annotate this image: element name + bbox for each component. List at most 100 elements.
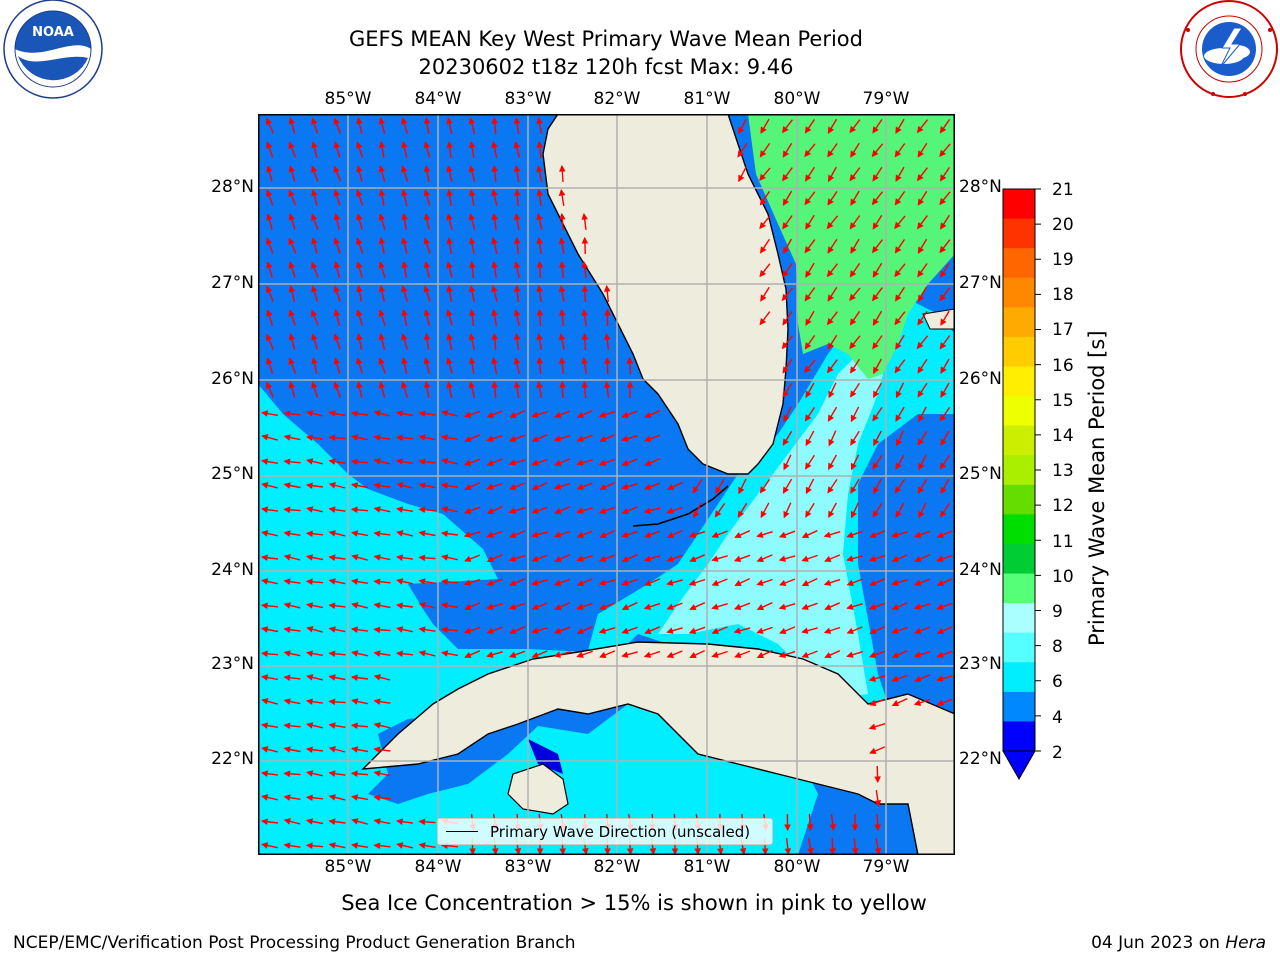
wave-arrow-head xyxy=(649,847,657,855)
wave-arrow-head xyxy=(805,438,812,447)
wave-arrow-head xyxy=(283,458,291,466)
wave-arrow-head xyxy=(850,462,857,471)
wave-arrow-head xyxy=(266,261,273,269)
wave-arrow-head xyxy=(350,770,358,778)
wave-arrow-head xyxy=(328,794,336,801)
wave-arrow-head xyxy=(849,125,857,134)
wave-arrow-head xyxy=(396,818,404,825)
wave-arrow-head xyxy=(283,650,291,657)
wave-arrow-head xyxy=(851,848,859,855)
wave-arrow-head xyxy=(333,117,340,125)
wave-arrow-head xyxy=(913,699,922,706)
wave-arrow-head xyxy=(828,438,835,447)
wave-arrow-head xyxy=(333,309,341,317)
wave-arrow-head xyxy=(827,342,835,350)
wave-arrow-head xyxy=(468,237,476,245)
wave-arrow-head xyxy=(333,141,341,149)
wave-arrow-head xyxy=(401,165,408,173)
wave-arrow-head xyxy=(468,309,476,316)
wave-arrow-head xyxy=(356,117,363,125)
wave-arrow-head xyxy=(261,578,269,585)
wave-arrow-head xyxy=(826,318,834,326)
wave-arrow-head xyxy=(558,308,566,316)
wave-arrow-head xyxy=(559,212,566,220)
wave-arrow-head xyxy=(553,651,562,658)
wave-arrow-head xyxy=(782,486,790,494)
wave-arrow-head xyxy=(603,332,611,340)
wave-arrow-head xyxy=(468,356,476,365)
wave-arrow-head xyxy=(468,117,476,125)
wave-arrow-head xyxy=(914,675,922,683)
wave-arrow-head xyxy=(446,140,453,148)
lon-label-top: 83°W xyxy=(504,89,552,109)
wave-arrow-head xyxy=(260,602,268,610)
wave-arrow-head xyxy=(760,510,767,519)
wave-arrow-head xyxy=(333,165,340,173)
wave-arrow-head xyxy=(468,141,476,149)
lat-label-right: 28°N xyxy=(959,177,1002,197)
wave-arrow-head xyxy=(582,847,589,855)
wave-arrow-head xyxy=(418,842,426,849)
wave-arrow-head xyxy=(666,651,674,658)
wave-arrow-head xyxy=(734,651,742,658)
wave-arrow-head xyxy=(804,365,811,373)
wave-arrow-head xyxy=(283,746,291,753)
wave-arrow-head xyxy=(491,116,499,124)
wave-arrow-head xyxy=(850,414,857,423)
wave-arrow-head xyxy=(940,486,947,495)
wave-arrow-head xyxy=(423,116,431,125)
wave-arrow-head xyxy=(666,579,674,586)
colorbar xyxy=(1002,188,1041,781)
wave-arrow-head xyxy=(756,603,765,611)
wave-arrow-head xyxy=(378,213,385,221)
wave-arrow-head xyxy=(536,356,544,364)
lat-label-left: 23°N xyxy=(211,654,254,674)
wave-arrow-head xyxy=(328,578,336,585)
wave-arrow-head xyxy=(871,197,879,206)
wave-arrow-head xyxy=(939,149,946,157)
wave-arrow-head xyxy=(328,410,336,417)
wave-arrow-head xyxy=(468,165,476,173)
wave-arrow-head xyxy=(531,484,540,491)
wave-arrow-head xyxy=(311,165,318,173)
wave-arrow-head xyxy=(872,294,879,302)
wave-arrow-head xyxy=(378,237,386,245)
wave-arrow-head xyxy=(396,842,404,849)
wave-arrow-head xyxy=(378,165,386,173)
wave-arrow-head xyxy=(260,650,268,658)
wave-arrow-head xyxy=(939,342,947,350)
wave-arrow-head xyxy=(328,842,336,849)
colorbar-cell xyxy=(1003,662,1035,693)
wave-arrow-head xyxy=(305,818,314,825)
wave-arrow-head xyxy=(846,627,854,634)
wave-arrow-head xyxy=(418,554,426,562)
wave-arrow-head xyxy=(621,531,629,538)
wave-arrow-head xyxy=(874,847,882,855)
wave-arrow-head xyxy=(351,650,359,657)
wave-arrow-head xyxy=(486,435,494,442)
wave-arrow-head xyxy=(804,174,812,182)
wave-arrow-head xyxy=(423,332,431,341)
wave-arrow-head xyxy=(351,818,359,825)
wave-arrow-head xyxy=(846,531,854,538)
wave-arrow-head xyxy=(756,579,764,586)
wave-arrow-head xyxy=(891,700,900,707)
wave-arrow-head xyxy=(288,357,295,365)
wave-arrow-head xyxy=(463,579,472,586)
wave-arrow-head xyxy=(350,482,359,489)
wave-arrow-head xyxy=(486,651,494,658)
wave-arrow-head xyxy=(418,818,426,826)
colorbar-tick-label: 21 xyxy=(1052,180,1074,200)
wave-arrow-head xyxy=(536,188,543,196)
wave-arrow-head xyxy=(418,434,426,441)
wave-arrow-head xyxy=(872,318,880,326)
wave-arrow-head xyxy=(759,198,767,206)
wave-arrow-head xyxy=(894,198,902,206)
wave-arrow-head xyxy=(373,842,381,850)
wave-arrow-head xyxy=(288,165,295,173)
wave-arrow-head xyxy=(486,507,495,515)
wave-arrow-head xyxy=(849,222,857,230)
wave-arrow-head xyxy=(423,357,431,365)
wave-arrow-head xyxy=(939,222,947,230)
wave-arrow-head xyxy=(715,486,722,494)
